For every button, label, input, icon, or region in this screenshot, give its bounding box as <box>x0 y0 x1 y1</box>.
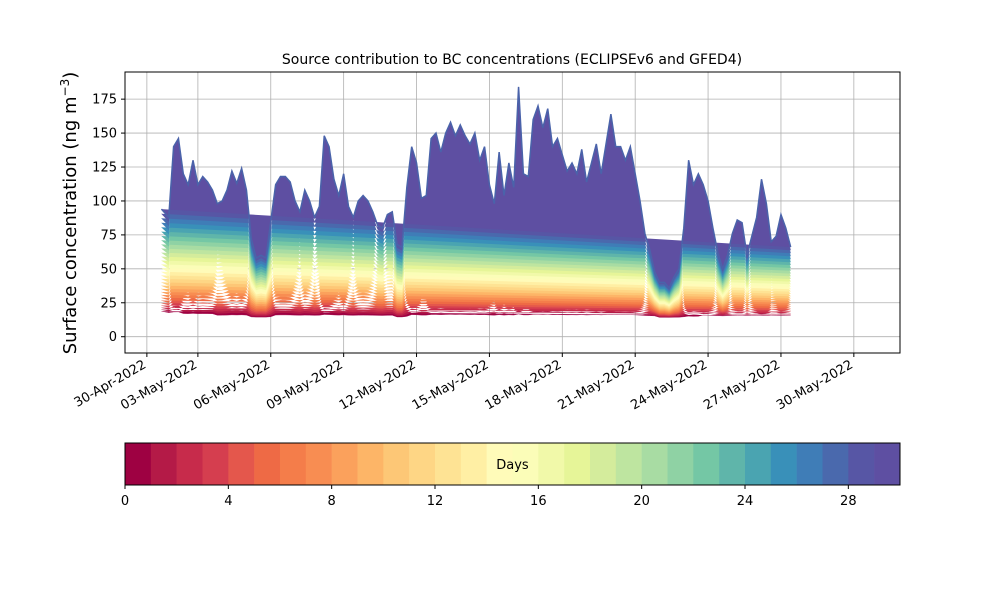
colorbar-swatch-5 <box>254 443 281 485</box>
data-bands <box>160 86 792 318</box>
colorbar-tick-label: 20 <box>633 494 650 509</box>
colorbar-tick-label: 8 <box>328 494 336 509</box>
colorbar-swatch-26 <box>796 443 823 485</box>
colorbar-tick-label: 0 <box>121 494 129 509</box>
colorbar-swatch-7 <box>305 443 332 485</box>
x-tick-label: 06-May-2022 <box>191 357 273 413</box>
colorbar-swatch-18 <box>590 443 617 485</box>
colorbar-swatch-21 <box>667 443 694 485</box>
colorbar-swatch-1 <box>150 443 177 485</box>
colorbar: Days 0 4 8 12 16 20 24 28 <box>121 442 901 509</box>
colorbar-swatch-19 <box>615 443 642 485</box>
colorbar-tick-label: 24 <box>737 494 754 509</box>
y-tick-label: 100 <box>92 194 117 209</box>
x-tick-label: 15-May-2022 <box>410 357 492 413</box>
x-tick-label: 24-May-2022 <box>628 357 710 413</box>
colorbar-swatch-28 <box>848 443 875 485</box>
colorbar-swatch-20 <box>641 443 668 485</box>
data-band-day-2 <box>161 305 791 317</box>
plot-frame <box>124 71 901 354</box>
colorbar-swatch-8 <box>331 443 358 485</box>
x-tick-label: 09-May-2022 <box>264 357 346 413</box>
colorbar-swatch-14 <box>486 443 513 485</box>
x-tick-label: 27-May-2022 <box>701 357 783 413</box>
colorbar-swatch-6 <box>280 443 307 485</box>
colorbar-tick-label: 16 <box>530 494 547 509</box>
colorbar-tick-label: 4 <box>224 494 232 509</box>
y-tick-label: 50 <box>100 262 117 277</box>
y-tick-label: 75 <box>100 228 117 243</box>
y-tick-label: 175 <box>92 93 117 108</box>
colorbar-swatch-16 <box>538 443 565 485</box>
colorbar-swatch-0 <box>125 443 152 485</box>
colorbar-swatch-4 <box>228 443 255 485</box>
colorbar-swatch-29 <box>874 443 901 485</box>
y-axis-label-close: ) <box>60 72 81 79</box>
colorbar-swatch-22 <box>693 443 720 485</box>
colorbar-swatch-9 <box>357 443 384 485</box>
colorbar-swatch-17 <box>564 443 591 485</box>
colorbar-swatch-10 <box>383 443 410 485</box>
colorbar-swatch-24 <box>745 443 772 485</box>
colorbar-swatch-12 <box>435 443 462 485</box>
colorbar-label: Days <box>496 458 529 473</box>
colorbar-tick-label: 28 <box>840 494 857 509</box>
y-tick-label: 25 <box>100 296 117 311</box>
colorbar-swatch-13 <box>460 443 487 485</box>
colorbar-tick-label: 12 <box>427 494 444 509</box>
x-tick-label: 30-May-2022 <box>774 357 856 413</box>
plot-area: 025507510012515017530-Apr-202203-May-202… <box>72 71 901 413</box>
y-tick-label: 125 <box>92 161 117 176</box>
y-axis-label-sup: −3 <box>58 79 72 97</box>
y-axis-label: Surface concentration (ng m−3) <box>58 72 81 355</box>
y-tick-label: 150 <box>92 127 117 142</box>
colorbar-swatch-3 <box>202 443 229 485</box>
colorbar-frame <box>124 442 901 486</box>
colorbar-swatch-11 <box>409 443 436 485</box>
colorbar-swatch-23 <box>719 443 746 485</box>
total-series-line <box>160 86 792 290</box>
chart-title: Source contribution to BC concentrations… <box>282 52 742 68</box>
colorbar-swatch-25 <box>770 443 797 485</box>
colorbar-swatch-2 <box>176 443 203 485</box>
x-tick-label: 12-May-2022 <box>337 357 419 413</box>
x-tick-label: 21-May-2022 <box>556 357 638 413</box>
y-tick-label: 0 <box>109 330 117 345</box>
colorbar-swatch-15 <box>512 443 539 485</box>
y-axis-label-main: Surface concentration (ng m <box>60 96 81 354</box>
x-tick-label: 18-May-2022 <box>483 357 565 413</box>
colorbar-swatch-27 <box>822 443 849 485</box>
